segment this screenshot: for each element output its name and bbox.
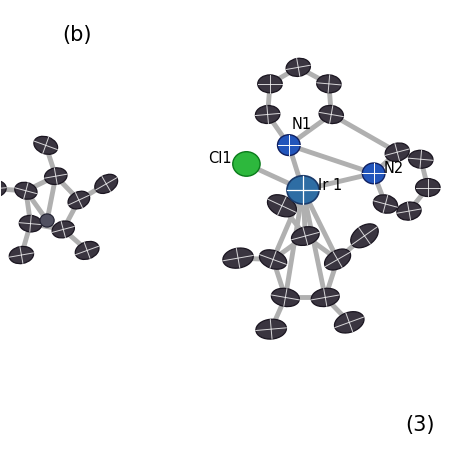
Ellipse shape	[317, 75, 341, 93]
Ellipse shape	[40, 214, 54, 227]
Ellipse shape	[0, 180, 6, 197]
Ellipse shape	[223, 248, 253, 268]
Ellipse shape	[397, 202, 421, 220]
Ellipse shape	[277, 135, 300, 155]
Text: N1: N1	[291, 117, 311, 132]
Ellipse shape	[362, 163, 385, 184]
Ellipse shape	[34, 137, 58, 155]
Ellipse shape	[374, 195, 398, 213]
Ellipse shape	[9, 246, 34, 264]
Text: Ir 1: Ir 1	[318, 178, 342, 192]
Ellipse shape	[233, 152, 260, 176]
Ellipse shape	[286, 58, 310, 76]
Ellipse shape	[385, 143, 409, 161]
Ellipse shape	[335, 311, 364, 333]
Text: N2: N2	[384, 161, 404, 176]
Ellipse shape	[19, 215, 42, 232]
Ellipse shape	[256, 319, 286, 339]
Text: (b): (b)	[63, 25, 92, 45]
Ellipse shape	[255, 106, 280, 123]
Text: (3): (3)	[405, 415, 435, 435]
Ellipse shape	[68, 191, 90, 209]
Ellipse shape	[259, 250, 287, 269]
Ellipse shape	[409, 150, 433, 168]
Ellipse shape	[292, 227, 319, 246]
Ellipse shape	[267, 195, 296, 217]
Text: Cl1: Cl1	[208, 151, 231, 166]
Ellipse shape	[75, 241, 99, 259]
Ellipse shape	[258, 75, 282, 93]
Ellipse shape	[351, 224, 378, 248]
Ellipse shape	[416, 179, 440, 197]
Ellipse shape	[52, 221, 74, 238]
Ellipse shape	[45, 168, 67, 184]
Ellipse shape	[95, 174, 118, 193]
Ellipse shape	[319, 105, 343, 124]
Ellipse shape	[325, 249, 351, 270]
Ellipse shape	[287, 176, 319, 204]
Ellipse shape	[272, 288, 300, 307]
Ellipse shape	[15, 182, 37, 199]
Ellipse shape	[311, 288, 339, 307]
